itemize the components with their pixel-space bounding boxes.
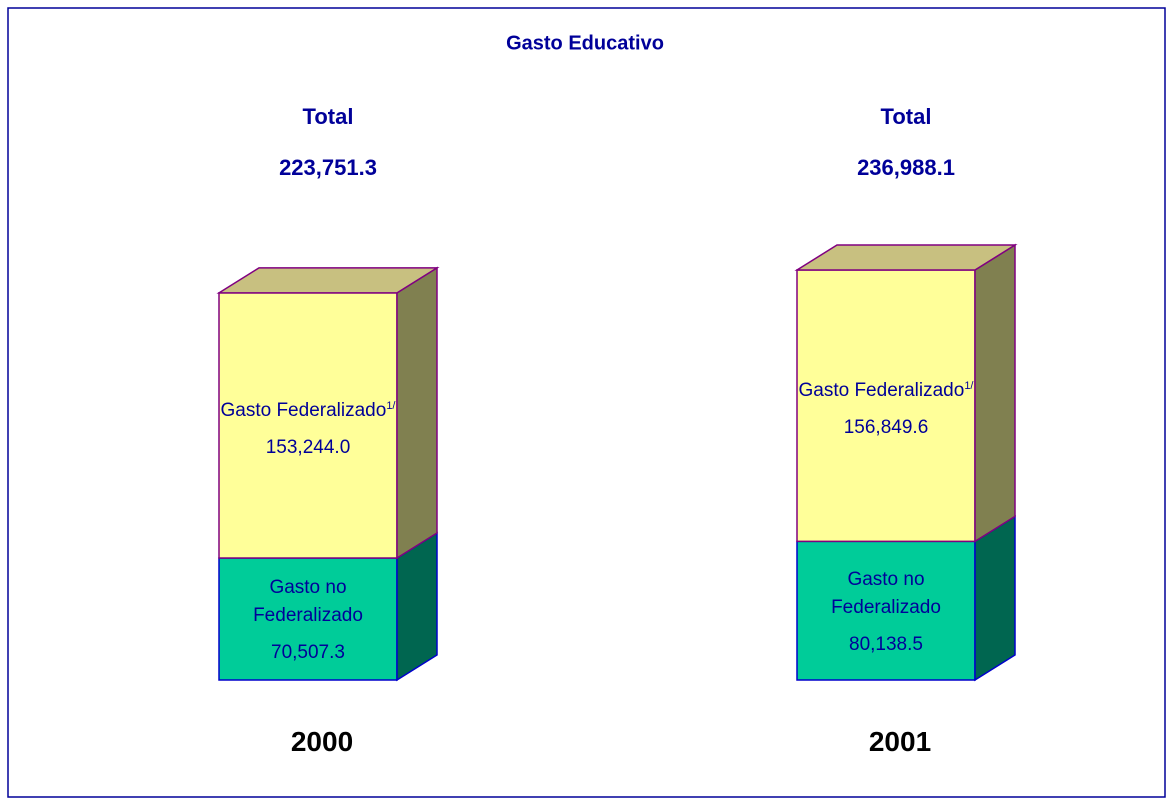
series-name-wrap: Gasto no Federalizado	[233, 574, 383, 630]
total-title: Total	[880, 104, 932, 129]
segment-label: Gasto Federalizado1/153,244.0	[219, 293, 397, 558]
series-name: Gasto Federalizado	[220, 399, 387, 421]
chart-title: Gasto Educativo	[506, 32, 664, 55]
segment-label: Gasto no Federalizado 70,507.3	[219, 558, 397, 680]
value-label: 153,244.0	[265, 436, 351, 458]
total-value: 236,988.1	[857, 155, 955, 180]
bar-segment	[218, 557, 398, 681]
bar-side	[974, 243, 1016, 543]
footnote-marker: 1/	[964, 380, 974, 393]
bar-side	[974, 515, 1016, 682]
bar-segment	[796, 269, 976, 543]
segment-label: Gasto no Federalizado 80,138.5	[797, 541, 975, 680]
category-label: 2001	[868, 726, 932, 757]
total-title: Total	[302, 104, 354, 129]
bar-top	[794, 244, 1018, 271]
series-name: Gasto no Federalizado	[253, 577, 363, 626]
footnote-marker: 1/	[386, 399, 396, 412]
series-name: Gasto no Federalizado	[831, 568, 941, 618]
segment-label: Gasto Federalizado1/156,849.6	[797, 270, 975, 541]
series-name: Gasto Federalizado	[798, 380, 965, 402]
series-name-wrap: Gasto Federalizado1/	[219, 392, 397, 425]
bar-top	[216, 267, 440, 294]
category-label: 2000	[290, 726, 354, 757]
bar-segment	[218, 292, 398, 559]
value-label: 156,849.6	[843, 417, 929, 439]
value-label: 70,507.3	[271, 642, 345, 663]
value-label: 80,138.5	[849, 633, 923, 655]
bar-side	[396, 266, 438, 560]
bar-segment	[796, 540, 976, 681]
series-name-wrap: Gasto Federalizado1/	[797, 372, 975, 405]
series-name-wrap: Gasto no Federalizado	[811, 566, 961, 622]
total-value: 223,751.3	[279, 155, 377, 180]
